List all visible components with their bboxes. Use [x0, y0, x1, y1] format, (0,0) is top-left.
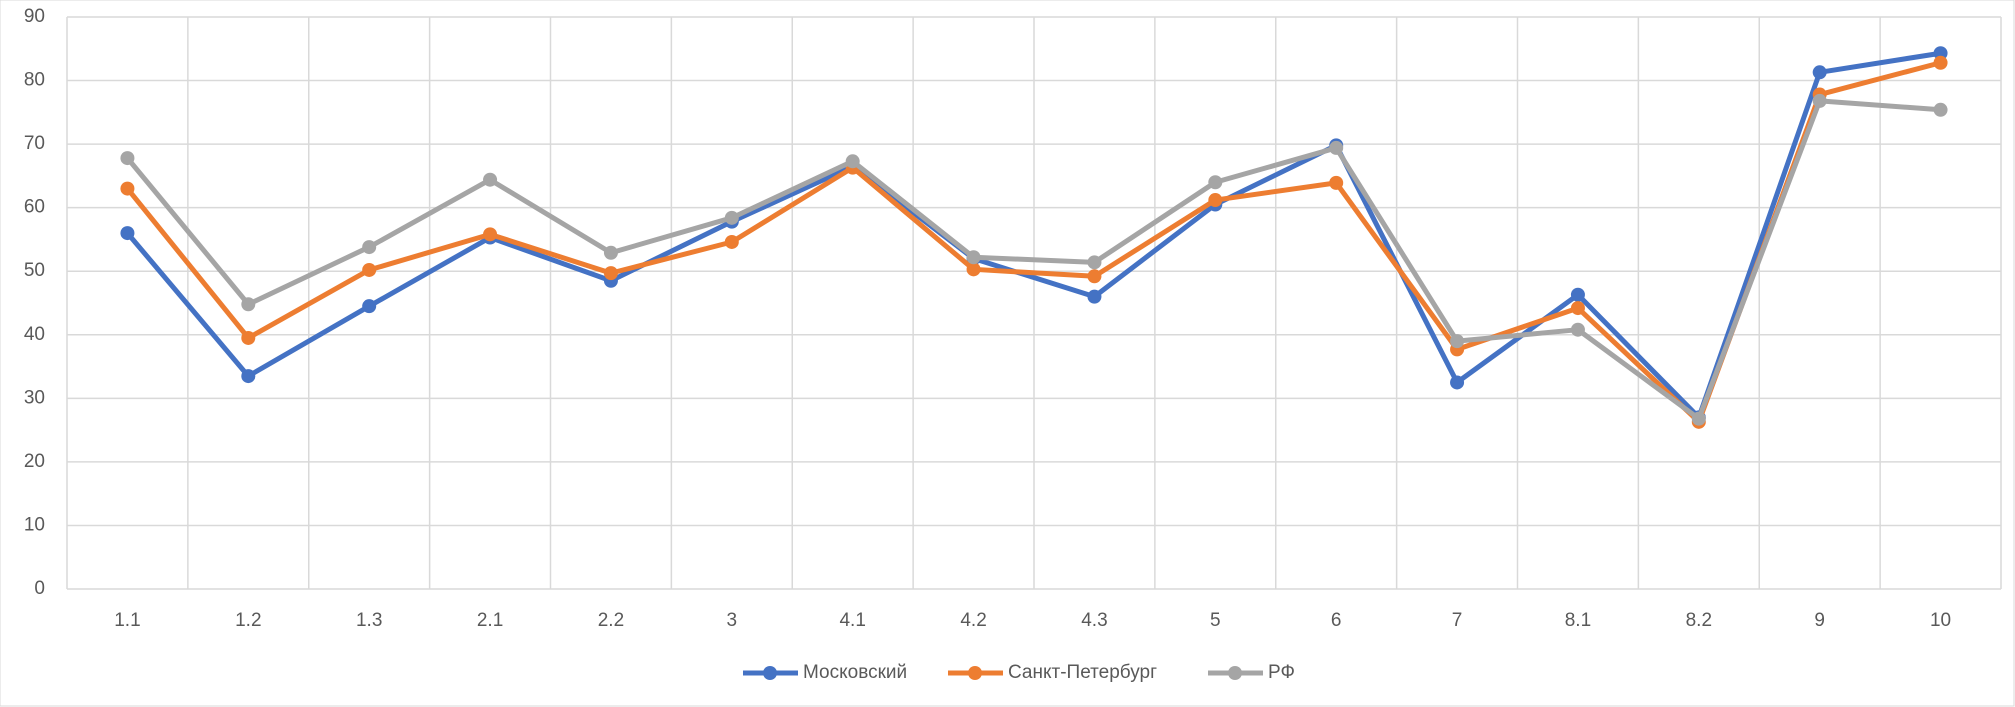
data-point — [241, 369, 256, 384]
data-point — [1450, 375, 1465, 390]
x-tick-label: 9 — [1814, 610, 1825, 631]
data-point — [845, 154, 860, 169]
data-point — [1691, 411, 1706, 426]
data-point — [603, 245, 618, 260]
y-tick-label: 10 — [24, 514, 45, 535]
x-tick-label: 6 — [1331, 610, 1342, 631]
data-point — [241, 297, 256, 312]
data-point — [362, 262, 377, 277]
legend-marker — [968, 666, 982, 680]
data-point — [362, 299, 377, 314]
data-point — [1570, 287, 1585, 302]
y-tick-label: 90 — [24, 6, 45, 27]
x-tick-label: 3 — [727, 610, 738, 631]
x-tick-label: 10 — [1930, 610, 1951, 631]
legend-label: РФ — [1268, 662, 1295, 683]
legend-label: Санкт-Петербург — [1008, 662, 1157, 683]
x-tick-label: 1.1 — [114, 610, 140, 631]
data-point — [1329, 175, 1344, 190]
x-tick-label: 1.2 — [235, 610, 261, 631]
x-tick-label: 4.2 — [960, 610, 986, 631]
legend-item: РФ — [1208, 662, 1295, 683]
data-point — [1208, 175, 1223, 190]
data-point — [1570, 301, 1585, 316]
data-point — [1087, 289, 1102, 304]
x-tick-label: 8.2 — [1686, 610, 1712, 631]
x-tick-label: 1.3 — [356, 610, 382, 631]
legend-item: Санкт-Петербург — [948, 662, 1157, 683]
data-point — [483, 227, 498, 242]
series-line — [125, 98, 1941, 422]
y-tick-label: 60 — [24, 197, 45, 218]
data-point — [120, 151, 135, 166]
data-point — [724, 210, 739, 225]
data-point — [1933, 55, 1948, 70]
data-point — [1570, 322, 1585, 337]
x-tick-label: 4.1 — [839, 610, 865, 631]
data-point — [1933, 102, 1948, 117]
y-tick-label: 80 — [24, 70, 45, 91]
data-point — [1329, 140, 1344, 155]
data-point — [1812, 65, 1827, 80]
data-point — [1812, 93, 1827, 108]
y-tick-label: 40 — [24, 324, 45, 345]
series-line — [125, 60, 1942, 425]
y-tick-label: 30 — [24, 387, 45, 408]
data-point — [1208, 193, 1223, 208]
legend-label: Московский — [803, 662, 907, 683]
data-point — [241, 330, 256, 345]
data-point — [724, 234, 739, 249]
data-point — [966, 250, 981, 265]
x-tick-label: 8.1 — [1565, 610, 1591, 631]
legend-item: Московский — [743, 662, 907, 683]
y-tick-label: 70 — [24, 133, 45, 154]
data-point — [1450, 334, 1465, 349]
data-point — [1087, 269, 1102, 284]
x-tick-label: 2.1 — [477, 610, 503, 631]
data-point — [966, 262, 981, 277]
data-point — [120, 226, 135, 241]
x-tick-label: 4.3 — [1081, 610, 1107, 631]
y-tick-label: 0 — [34, 578, 45, 599]
y-tick-label: 20 — [24, 451, 45, 472]
x-tick-label: 2.2 — [598, 610, 624, 631]
legend-marker — [763, 666, 777, 680]
data-point — [603, 266, 618, 281]
data-point — [362, 240, 377, 255]
x-tick-label: 7 — [1452, 610, 1463, 631]
data-point — [1087, 255, 1102, 270]
series-line — [125, 50, 1941, 420]
x-tick-label: 5 — [1210, 610, 1221, 631]
legend-marker — [1228, 666, 1242, 680]
y-tick-label: 50 — [24, 260, 45, 281]
data-point — [483, 172, 498, 187]
data-point — [120, 181, 135, 196]
